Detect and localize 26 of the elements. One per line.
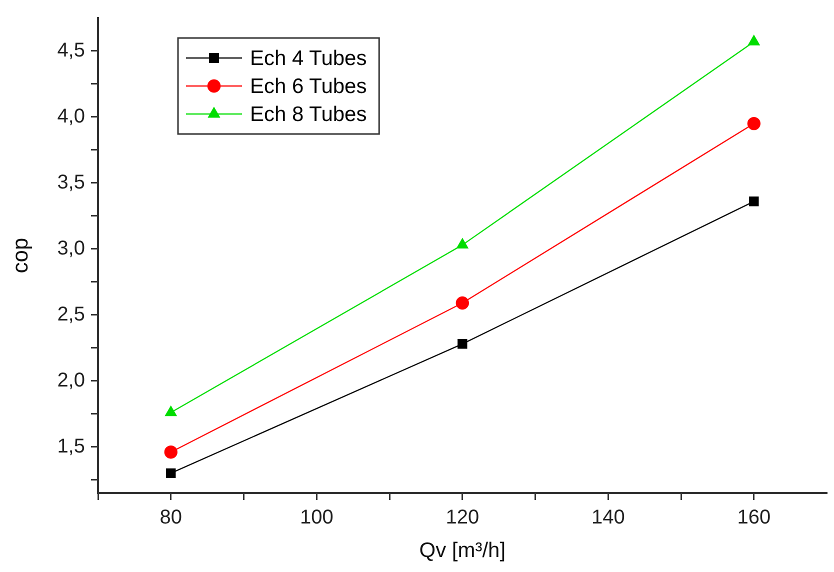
y-tick-label: 1,5 (57, 435, 85, 458)
point (748, 35, 760, 46)
x-tick-label: 100 (300, 506, 334, 529)
legend-label: Ech 8 Tubes (250, 102, 367, 126)
point (456, 238, 468, 249)
y-tick-label: 4,5 (57, 40, 85, 62)
x-tick-label: 80 (160, 506, 182, 529)
y-tick-label: 2,5 (57, 303, 85, 326)
legend-label: Ech 4 Tubes (250, 46, 367, 70)
legend-label: Ech 6 Tubes (250, 74, 367, 98)
point (747, 116, 761, 130)
point (458, 339, 468, 349)
y-tick-label: 3,0 (57, 237, 85, 260)
y-tick-label: 2,0 (57, 369, 85, 392)
point (165, 406, 177, 416)
y-tick-label: 3,5 (57, 171, 85, 194)
y-axis-title: cop (7, 238, 32, 274)
x-tick-label: 160 (737, 506, 771, 529)
point (456, 296, 469, 310)
x-tick-label: 140 (591, 506, 625, 529)
x-axis-title: Qv [m³/h] (419, 539, 506, 562)
point (166, 468, 176, 478)
point (749, 196, 759, 206)
y-tick-label: 4,0 (57, 105, 85, 128)
x-tick-label: 120 (446, 506, 480, 529)
point (164, 445, 178, 459)
